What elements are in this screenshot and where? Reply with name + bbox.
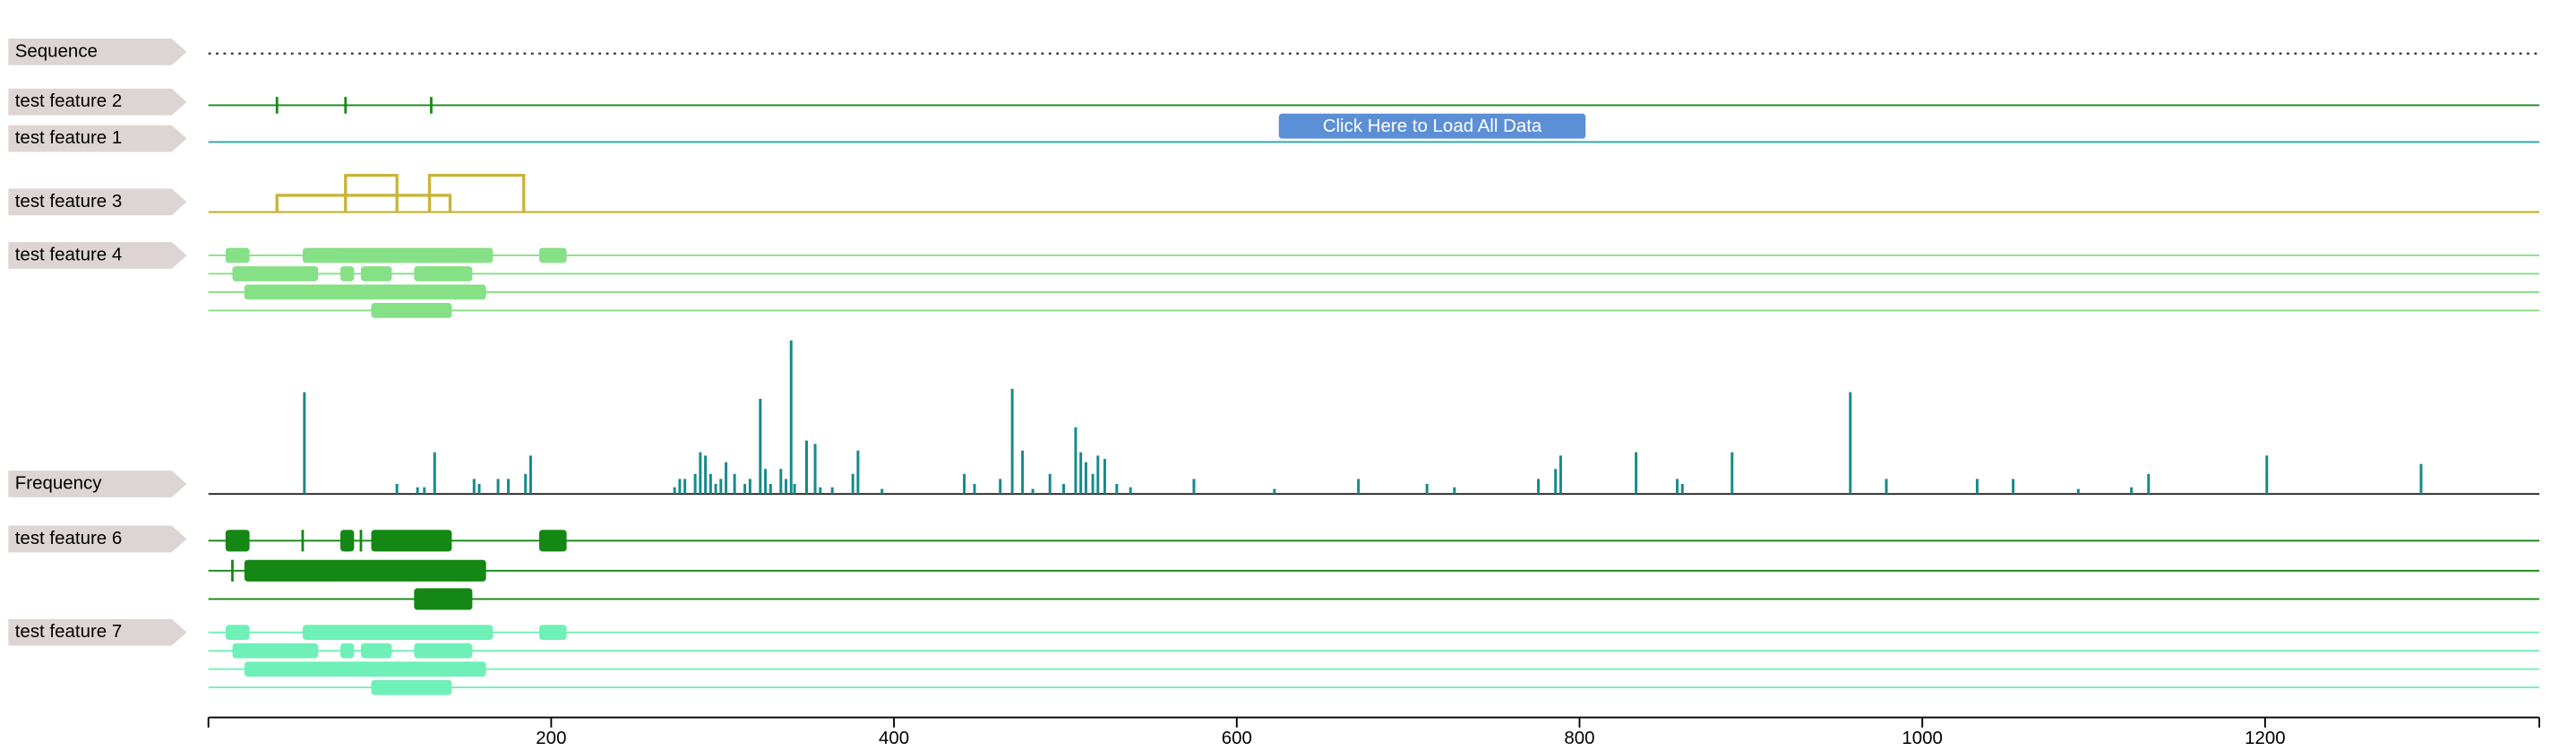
track-label-bg — [8, 618, 187, 646]
feature — [232, 643, 319, 659]
track-label: test feature 6 — [15, 528, 122, 548]
x-tick-label: 1200 — [2245, 728, 2286, 748]
x-tick-label: 800 — [1564, 728, 1594, 748]
feature — [225, 625, 250, 641]
track-label: Frequency — [15, 472, 102, 493]
feature — [371, 303, 452, 318]
feature — [244, 661, 486, 677]
x-tick-label: 400 — [879, 728, 909, 748]
x-tick-label: 600 — [1222, 728, 1252, 748]
track-label-bg — [8, 242, 187, 269]
feature — [360, 266, 392, 281]
feature — [414, 643, 473, 659]
x-tick-label: 200 — [536, 728, 566, 748]
track-label-bg — [8, 38, 187, 65]
feature — [538, 247, 567, 263]
tracks: Sequence test feature 2 test feature 1 test… — [8, 38, 2540, 748]
feature — [302, 625, 494, 641]
track-label: test feature 3 — [15, 191, 122, 211]
button-bg[interactable] — [1278, 113, 1586, 139]
feature — [360, 643, 392, 659]
track-label: test feature 4 — [15, 244, 122, 264]
x-tick-label: 1000 — [1902, 728, 1943, 748]
feature — [414, 588, 473, 610]
track-label: test feature 2 — [15, 91, 122, 111]
feature — [340, 530, 355, 552]
track-label: test feature 7 — [15, 621, 122, 642]
button-label[interactable]: Click Here to Load All Data — [1323, 116, 1542, 136]
track-label: test feature 1 — [15, 127, 122, 148]
track-label-bg — [8, 525, 187, 553]
track-label-bg — [8, 88, 187, 116]
feature — [225, 530, 250, 552]
feature — [371, 530, 452, 552]
feature — [538, 625, 567, 641]
feature — [225, 247, 250, 263]
feature — [538, 530, 567, 552]
track-label-bg — [8, 188, 187, 216]
bridge — [427, 173, 526, 212]
feature — [340, 266, 355, 281]
bridge — [344, 173, 399, 212]
load-button[interactable]: Click Here to Load All Data — [1278, 113, 1586, 139]
feature — [371, 679, 452, 695]
feature — [232, 266, 319, 281]
feature — [414, 266, 473, 281]
track-label: Sequence — [15, 40, 98, 61]
feature — [244, 284, 486, 300]
feature — [340, 643, 355, 659]
track-label-bg — [8, 125, 187, 152]
bridge — [275, 194, 452, 212]
feature — [302, 247, 494, 263]
track-label-bg — [8, 470, 187, 497]
feature — [244, 559, 486, 582]
